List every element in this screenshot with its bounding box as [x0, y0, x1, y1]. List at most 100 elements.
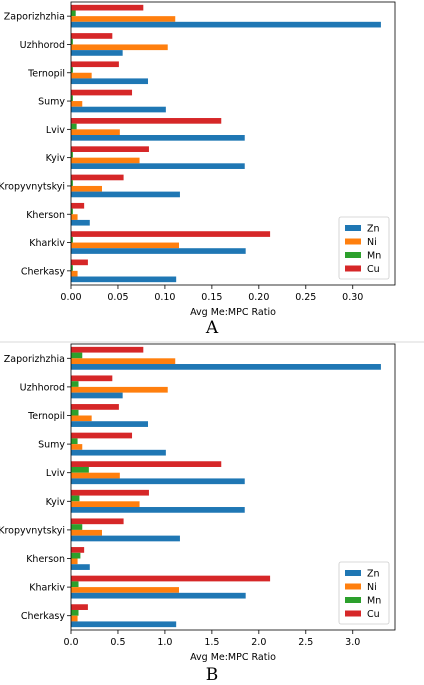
bar-cu-kharkiv: [71, 231, 271, 237]
bar-ni-kropyvnytskyi: [71, 185, 102, 192]
bar-ni-zaporizhzhia: [71, 16, 176, 22]
y-tick-label: Uzhhorod: [20, 40, 65, 51]
legend-swatch-mn: [345, 597, 361, 603]
bar-ni-uzhhorod: [71, 386, 168, 393]
bar-mn-uzhhorod: [71, 381, 79, 387]
legend-swatch-zn: [345, 225, 361, 231]
bar-ni-ternopil: [71, 72, 92, 79]
bar-mn-kherson: [71, 208, 73, 215]
bar-zn-uzhhorod: [71, 50, 123, 56]
bar-zn-kharkiv: [71, 248, 246, 254]
legend-label-mn: Mn: [367, 251, 381, 262]
bar-mn-ternopil: [71, 67, 73, 73]
bar-mn-sumy: [71, 95, 73, 102]
bar-ni-ternopil: [71, 415, 92, 422]
bar-mn-cherkasy: [71, 609, 79, 616]
bar-zn-zaporizhzhia: [71, 21, 381, 28]
bar-mn-kharkiv: [71, 236, 73, 243]
bar-ni-sumy: [71, 101, 83, 107]
bar-ni-cherkasy: [71, 270, 78, 277]
legend: Zn Ni Mn Cu: [338, 216, 390, 280]
x-tick-label: 3.0: [345, 637, 360, 648]
bar-cu-cherkasy: [71, 604, 88, 610]
bar-cu-lviv: [71, 461, 222, 467]
bar-cu-kyiv: [71, 489, 149, 496]
bar-zn-kropyvnytskyi: [71, 535, 180, 542]
bar-cu-uzhhorod: [71, 33, 113, 39]
x-axis-label: Avg Me:MPC Ratio: [190, 307, 276, 318]
x-tick-label: 0.25: [295, 292, 316, 303]
bar-zn-cherkasy: [71, 276, 177, 283]
x-tick-label: 0.15: [201, 292, 222, 303]
legend-swatch-cu: [345, 265, 361, 272]
bar-mn-zaporizhzhia: [71, 10, 76, 17]
y-tick-label: Cherkasy: [21, 611, 66, 622]
y-tick-label: Lviv: [46, 125, 66, 136]
legend-label-cu: Cu: [367, 264, 380, 275]
bar-ni-kyiv: [71, 157, 140, 164]
bar-mn-cherkasy: [71, 265, 73, 271]
bar-cu-cherkasy: [71, 259, 88, 266]
bar-cu-uzhhorod: [71, 375, 113, 382]
bar-mn-uzhhorod: [71, 38, 73, 45]
plot-frame: [70, 343, 396, 631]
legend-label-zn: Zn: [367, 224, 380, 235]
bar-cu-zaporizhzhia: [71, 346, 144, 353]
legend-label-zn: Zn: [367, 569, 380, 580]
bar-ni-kherson: [71, 558, 78, 565]
x-tick-label: 0.5: [110, 637, 125, 648]
bar-ni-sumy: [71, 444, 83, 450]
bar-mn-kyiv: [71, 495, 80, 502]
bar-cu-lviv: [71, 118, 222, 124]
bar-mn-kherson: [71, 552, 81, 559]
x-tick-label: 0.20: [248, 292, 269, 303]
bar-mn-sumy: [71, 438, 78, 445]
x-tick-label: 1.5: [204, 637, 219, 648]
bar-ni-lviv: [71, 472, 120, 479]
bar-zn-kharkiv: [71, 592, 246, 599]
x-tick-label: 0.0: [63, 637, 78, 648]
bar-zn-cherkasy: [71, 621, 177, 628]
bar-zn-sumy: [71, 449, 166, 456]
bar-zn-kherson: [71, 219, 90, 226]
bar-mn-ternopil: [71, 409, 79, 416]
bar-mn-lviv: [71, 466, 89, 473]
bar-zn-uzhhorod: [71, 392, 123, 399]
x-axis-label: Avg Me:MPC Ratio: [190, 652, 276, 663]
legend-label-cu: Cu: [367, 609, 380, 620]
bar-ni-zaporizhzhia: [71, 358, 176, 365]
bar-ni-cherkasy: [71, 615, 78, 622]
y-tick-label: Kharkiv: [29, 238, 65, 249]
bar-zn-sumy: [71, 106, 166, 113]
plot-frame: [70, 1, 396, 286]
panel-caption: A: [205, 318, 219, 338]
bar-ni-kyiv: [71, 501, 140, 508]
y-tick-label: Kropyvnytskyi: [0, 181, 65, 192]
y-tick-label: Zaporizhzhia: [4, 12, 65, 23]
y-tick-label: Ternopil: [27, 411, 65, 422]
bar-mn-zaporizhzhia: [71, 352, 83, 359]
legend-swatch-mn: [345, 252, 361, 258]
bar-cu-kherson: [71, 547, 85, 553]
x-tick-label: 2.0: [251, 637, 266, 648]
x-tick-label: 2.5: [298, 637, 313, 648]
y-tick-label: Kyiv: [46, 497, 66, 508]
y-tick-label: Kropyvnytskyi: [0, 525, 65, 536]
bar-zn-zaporizhzhia: [71, 364, 381, 370]
bar-cu-kherson: [71, 202, 85, 209]
bar-zn-kyiv: [71, 163, 245, 169]
bar-zn-kropyvnytskyi: [71, 191, 180, 198]
bar-zn-lviv: [71, 478, 245, 485]
legend-box: [338, 561, 390, 625]
chart-panel-b: Zaporizhzhia Uzhhorod Ternopil Sumy Lviv Kyiv…: [0, 343, 396, 663]
x-tick-label: 1.0: [157, 637, 172, 648]
bar-zn-ternopil: [71, 421, 149, 427]
bar-cu-ternopil: [71, 404, 119, 410]
bar-ni-kharkiv: [71, 587, 179, 593]
bar-mn-kyiv: [71, 151, 73, 158]
y-tick-label: Kyiv: [46, 153, 66, 164]
y-tick-label: Kharkiv: [29, 583, 65, 594]
x-tick-label: 0.05: [107, 292, 128, 303]
y-tick-label: Sumy: [38, 97, 65, 108]
